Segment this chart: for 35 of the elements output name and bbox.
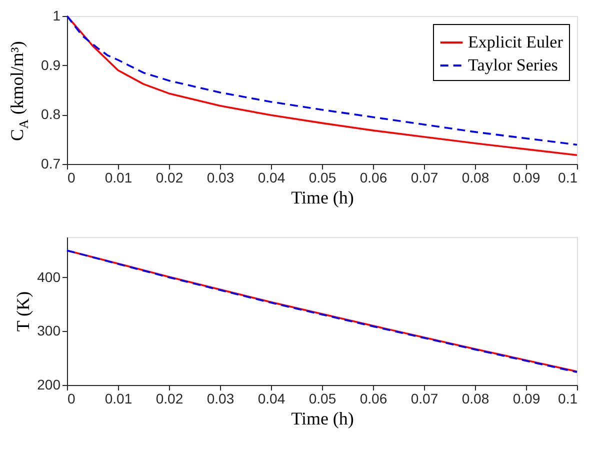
x-tick-label: 0.1: [558, 170, 578, 186]
legend-label: Taylor Series: [468, 56, 558, 74]
x-tick-label: 0.07: [410, 170, 438, 186]
x-tick-label: 0.08: [462, 170, 490, 186]
x-tick-label: 0.04: [258, 170, 286, 186]
x-tick-label: 0: [68, 390, 76, 406]
x-tick-label: 0.03: [206, 390, 234, 406]
y-axis-title: T (K): [13, 291, 34, 332]
x-tick-label: 0.09: [512, 170, 540, 186]
y-tick-label: 1: [52, 8, 61, 24]
x-tick-label: 0: [68, 170, 76, 186]
y-tick-label: 400: [37, 268, 61, 285]
x-tick-label: 0.07: [410, 390, 438, 406]
x-tick-label: 0.1: [558, 390, 578, 406]
x-tick-label: 0.02: [156, 170, 184, 186]
legend-label: Explicit Euler: [468, 32, 564, 52]
y-tick-label: 300: [37, 322, 61, 339]
x-tick-label: 0.01: [104, 390, 132, 406]
x-tick-label: 0.01: [104, 170, 132, 186]
y-tick-label: 0.7: [41, 156, 61, 172]
x-tick-label: 0.06: [360, 390, 388, 406]
x-tick-label: 0.04: [258, 390, 286, 406]
x-axis-title: Time (h): [291, 188, 354, 208]
x-tick-label: 0.02: [156, 390, 184, 406]
y-axis-title: CA (kmol/m³): [7, 41, 31, 142]
x-tick-label: 0.08: [462, 390, 490, 406]
x-tick-label: 0.03: [206, 170, 234, 186]
x-axis-title: Time (h): [291, 408, 354, 428]
x-tick-label: 0.06: [360, 170, 388, 186]
y-tick-label: 200: [37, 376, 61, 392]
y-tick-label: 0.9: [41, 56, 61, 73]
y-tick-label: 0.8: [41, 106, 61, 122]
x-tick-label: 0.09: [512, 390, 540, 406]
x-tick-label: 0.05: [308, 170, 336, 186]
x-tick-label: 0.05: [308, 390, 336, 406]
